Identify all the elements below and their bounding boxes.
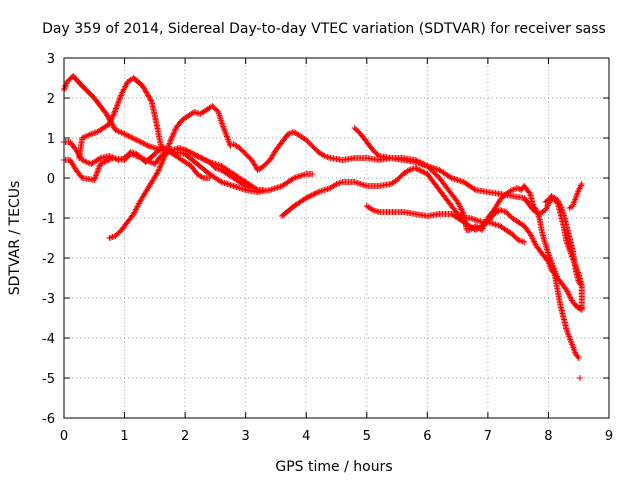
data-point-markers (363, 203, 582, 361)
data-point-markers (279, 165, 528, 245)
y-axis-label: SDTVAR / TECUs (7, 181, 23, 296)
data-point-markers (230, 129, 585, 289)
y-tick-label: -1 (42, 212, 55, 227)
y-tick-label: 2 (47, 92, 55, 107)
series-track-5 (106, 103, 234, 241)
y-tick-label: -6 (42, 412, 55, 427)
plot-frame (63, 57, 610, 419)
x-tick-label: 1 (120, 429, 128, 444)
grid-lines (63, 57, 610, 419)
x-tick-label: 5 (363, 429, 371, 444)
data-point-markers (106, 103, 234, 241)
y-tick-label: 0 (47, 172, 55, 187)
y-tick-label: -3 (42, 292, 55, 307)
x-axis-label: GPS time / hours (275, 459, 392, 475)
y-tick-labels: -6 -5 -4 -3 -2 -1 0 1 2 3 (42, 52, 55, 427)
series-track-8 (351, 125, 585, 311)
data-point-markers (76, 75, 213, 181)
x-tick-label: 0 (60, 429, 68, 444)
x-tick-label: 4 (302, 429, 310, 444)
series-track-4 (76, 75, 213, 181)
data-point-markers (351, 125, 585, 311)
y-tick-label: 1 (47, 132, 55, 147)
data-marks (61, 73, 585, 381)
x-tick-labels: 0 1 2 3 4 5 6 7 8 9 (60, 429, 613, 444)
y-tick-label: 3 (47, 52, 55, 67)
x-tick-label: 8 (544, 429, 552, 444)
x-tick-label: 2 (181, 429, 189, 444)
chart-title: Day 359 of 2014, Sidereal Day-to-day VTE… (42, 21, 606, 37)
data-point-markers (542, 181, 585, 381)
y-tick-label: -2 (42, 252, 55, 267)
series-track-9 (363, 203, 582, 361)
x-tick-label: 6 (423, 429, 431, 444)
x-tick-label: 7 (484, 429, 492, 444)
y-tick-label: -4 (42, 332, 55, 347)
x-tick-label: 3 (242, 429, 250, 444)
series-track-6 (230, 129, 585, 289)
y-tick-label: -5 (42, 372, 55, 387)
series-track-10 (542, 181, 585, 381)
x-tick-label: 9 (605, 429, 613, 444)
series-track-7 (279, 165, 528, 245)
